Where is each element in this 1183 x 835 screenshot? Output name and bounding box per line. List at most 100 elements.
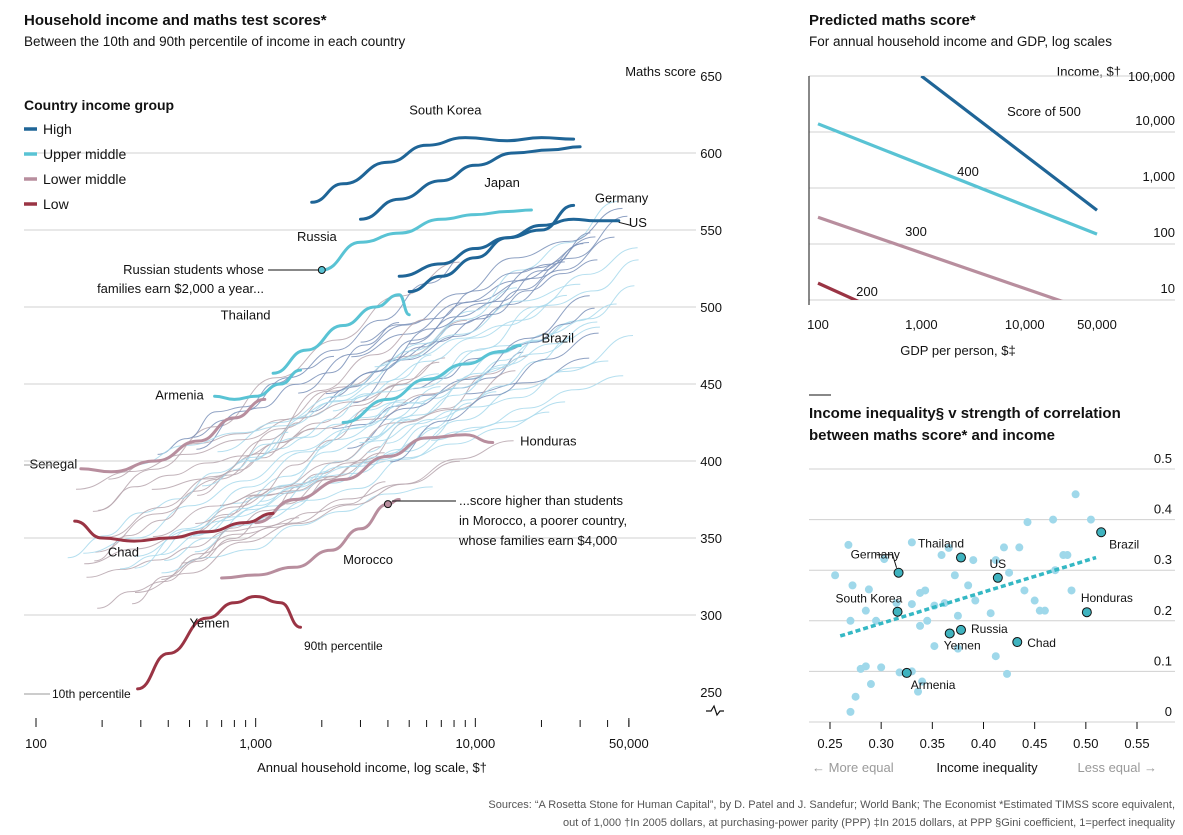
scatter-point [907,600,916,609]
scatter-point [1023,518,1032,527]
scatter-point [892,599,901,608]
background-country-line [161,486,433,574]
right-bottom-x-axis-title: Income inequality [936,760,1038,775]
right-bottom-x-tick-label: 0.30 [869,736,894,751]
country-label-russia: Russia [297,229,338,244]
highlight-label-chad: Chad [1027,636,1056,650]
highlight-label-germany: Germany [851,548,900,562]
left-x-tick-label: 1,000 [239,736,272,751]
scatter-point [1030,596,1039,605]
country-label-germany: Germany [595,190,649,205]
source-line-2: out of 1,000 †In 2005 dollars, at purcha… [563,817,1175,829]
background-country-line [97,485,300,609]
series-line-japan [359,145,582,221]
scatter-point [844,540,853,549]
background-country-line [134,386,441,569]
background-country-line [134,360,477,557]
background-country-line [347,295,590,449]
background-country-line [134,460,460,593]
left-country-labels: South Korea Japan US Germany Russia Thailand B… [30,103,649,631]
scatter-point [1003,669,1012,678]
scatter-point [914,687,923,696]
axis-break-icon [706,704,724,717]
left-chart-subtitle: Between the 10th and 90th percentile of … [24,34,405,49]
background-country-line [202,287,517,487]
left-y-tick-label: 350 [700,531,722,546]
scatter-point [950,571,959,580]
scatter-point [846,707,855,716]
series-line-armenia [213,368,302,401]
highlight-point-south-korea [892,606,903,617]
background-country-line [151,375,482,490]
right-top-x-tick-label: 100 [807,317,829,332]
score-line-label: 300 [905,224,927,239]
series-line-honduras [254,433,495,525]
more-equal-label: ← More equal [812,760,894,775]
score-line [817,281,860,300]
country-label-armenia: Armenia [155,387,204,402]
annotation-morocco-line2: in Morocco, a poorer country, [459,513,627,528]
right-bottom-y-tick-label: 0.5 [1154,451,1172,466]
left-background-lines [67,201,639,609]
right-bottom-gridlines: 0 0.1 0.2 0.3 0.4 0.5 0.25 0.30 0.35 0.40 0.45 0.50… [809,451,1175,751]
highlight-point-thailand [955,552,966,563]
series-line-south-korea [310,136,576,204]
background-country-line [456,303,617,381]
series-line-yemen [136,594,302,691]
background-country-line [94,422,299,562]
score-line-label: 400 [957,164,979,179]
background-country-line [245,401,566,499]
right-bottom-y-tick-label: 0.1 [1154,653,1172,668]
background-country-line [164,425,428,561]
scatter-point [937,551,946,560]
right-bottom-x-tick-label: 0.50 [1073,736,1098,751]
left-y-tick-label: 550 [700,223,722,238]
series-line-us [407,217,621,294]
left-chart-title: Household income and maths test scores* [24,12,327,29]
background-country-line [232,354,432,471]
highlight-point-yemen [944,628,955,639]
background-country-line [195,455,394,524]
background-country-line [106,318,428,538]
scatter-point [848,581,857,590]
right-bottom-title-line2: between maths score* and income [809,427,1055,444]
scatter-point [969,556,978,565]
highlight-label-russia: Russia [971,622,1008,636]
right-bottom-y-tick-label: 0.2 [1154,603,1172,618]
right-top-x-axis-title: GDP per person, $‡ [900,343,1015,358]
label-10th-percentile: 10th percentile [52,687,131,701]
right-top-y-tick-label: 100,000 [1128,69,1175,84]
background-country-line [316,326,600,448]
scatter-point [1040,606,1049,615]
legend: Country income group High Upper middle Low… [24,97,174,212]
right-top-x-tick-label: 1,000 [905,317,938,332]
country-label-thailand: Thailand [221,307,271,322]
right-bottom-x-tick-label: 0.40 [971,736,996,751]
country-label-us: US [629,215,647,230]
right-top-y-tick-label: 100 [1153,225,1175,240]
russia-marker [317,266,326,275]
series-line-chad [73,511,275,543]
background-country-line [95,319,467,553]
country-label-honduras: Honduras [520,434,577,449]
background-country-line [298,207,623,394]
scatter-point [918,677,927,686]
scatter-point [953,644,962,653]
right-bottom-y-tick-label: 0.3 [1154,552,1172,567]
right-top-y-tick-label: 10 [1161,281,1175,296]
background-country-line [387,259,598,362]
germany-leader [876,554,898,568]
scatter-point [1049,515,1058,524]
right-top-subtitle: For annual household income and GDP, log… [809,34,1112,49]
background-country-line [386,360,609,444]
highlight-point-brazil [1096,527,1107,538]
left-x-axis-title: Annual household income, log scale, $† [257,760,487,775]
background-country-line [132,475,333,605]
country-label-senegal: Senegal [30,457,78,472]
scatter-point [1067,586,1076,595]
left-x-axis: 100 1,000 10,000 50,000 Annual household inc… [25,718,649,775]
scatter-point [851,692,860,701]
background-country-line [67,431,289,559]
scatter-point [831,571,840,580]
